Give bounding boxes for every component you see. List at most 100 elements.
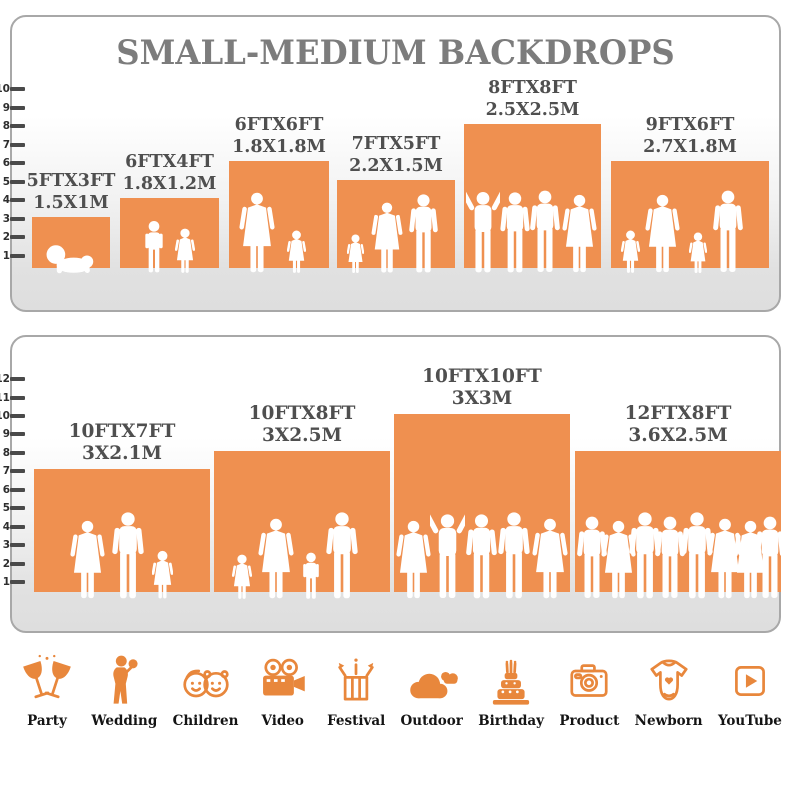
- ruler-number: 7: [2, 139, 10, 151]
- category-label: Children: [172, 713, 239, 729]
- backdrop-bar-7x5: 7FTX5FT 2.2X1.5M: [337, 134, 455, 268]
- youtube-icon: [734, 666, 765, 696]
- bar-label: 9FTX6FT 2.7X1.8M: [643, 115, 737, 157]
- category-party: Party: [18, 652, 76, 729]
- category-label: Party: [27, 713, 67, 729]
- person-silhouette: [302, 552, 320, 600]
- bar-label: 5FTX3FT 1.5X1M: [26, 171, 116, 213]
- person-silhouette: [347, 234, 364, 274]
- ruler-number: 10: [0, 410, 10, 422]
- person-silhouette: [70, 520, 105, 600]
- person-silhouette: [532, 518, 568, 600]
- ruler-number: 4: [2, 194, 10, 206]
- person-silhouette: [755, 516, 785, 600]
- birthday-icon: [493, 659, 530, 705]
- person-silhouette: [239, 192, 275, 274]
- bar-label: 10FTX8FT 3X2.5M: [248, 402, 356, 447]
- person-silhouette: [409, 194, 438, 274]
- category-label: Product: [559, 713, 620, 729]
- baby-silhouette: [44, 243, 98, 275]
- category-video: Video: [254, 652, 312, 729]
- person-silhouette: [500, 192, 530, 274]
- ruler-number: 11: [0, 392, 10, 404]
- ruler-number: 10: [0, 83, 10, 95]
- bar-label: 8FTX8FT 2.5X2.5M: [485, 78, 580, 120]
- bar-label: 6FTX6FT 1.8X1.8M: [232, 115, 326, 157]
- category-label: Newborn: [634, 713, 703, 729]
- backdrop-bar-8x8: 8FTX8FT 2.5X2.5M: [464, 78, 601, 268]
- ruler-tick: [10, 451, 25, 455]
- category-row: Party Wedding: [0, 652, 800, 729]
- outdoor-icon: [409, 671, 458, 699]
- ruler-number: 8: [2, 120, 10, 132]
- person-silhouette: [396, 520, 431, 600]
- video-icon: [262, 658, 305, 696]
- ruler-number: 2: [2, 231, 10, 243]
- ruler-tick: [10, 432, 25, 436]
- ruler-tick: [10, 377, 25, 381]
- ruler-number: 3: [2, 213, 10, 225]
- person-silhouette: [430, 512, 465, 600]
- person-silhouette: [152, 550, 173, 600]
- category-label: Video: [261, 713, 304, 729]
- person-silhouette: [713, 190, 743, 274]
- backdrop-bar-9x6: 9FTX6FT 2.7X1.8M: [611, 115, 769, 268]
- ruler-number: 6: [2, 157, 10, 169]
- person-silhouette: [112, 512, 144, 600]
- bar-label: 10FTX7FT 3X2.1M: [68, 420, 176, 465]
- ruler-number: 12: [0, 373, 10, 385]
- ruler-tick: [10, 217, 25, 221]
- ruler-number: 1: [2, 250, 10, 262]
- bottom-panel: 12 11 10 9 8 7 6 5 4 3 2 1 10FTX7FT 3X2.…: [0, 335, 781, 633]
- ruler-number: 2: [2, 558, 10, 570]
- party-icon: [23, 654, 71, 699]
- category-children: Children: [172, 652, 239, 729]
- category-festival: Festival: [327, 652, 385, 729]
- category-label: Festival: [327, 713, 386, 729]
- bar-label: 6FTX4FT 1.8X1.2M: [122, 152, 217, 194]
- category-label: Wedding: [91, 713, 158, 729]
- ruler-tick: [10, 124, 25, 128]
- newborn-icon: [650, 659, 688, 701]
- ruler-number: 6: [2, 484, 10, 496]
- ruler-tick: [10, 161, 25, 165]
- category-product: Product: [559, 652, 619, 729]
- ruler-tick: [10, 562, 25, 566]
- backdrop-bar-5x3: 5FTX3FT 1.5X1M: [27, 171, 115, 268]
- ruler-tick: [10, 488, 25, 492]
- category-label: Birthday: [478, 713, 544, 729]
- ruler-number: 1: [2, 576, 10, 588]
- ruler-number: 8: [2, 447, 10, 459]
- top-panel: SMALL-MEDIUM BACKDROPS 10 9 8 7 6 5 4 3 …: [0, 15, 781, 312]
- person-silhouette: [621, 230, 640, 274]
- ruler-tick: [10, 469, 25, 473]
- ruler-number: 3: [2, 539, 10, 551]
- category-youtube: YouTube: [718, 652, 782, 729]
- ruler-tick: [10, 235, 25, 239]
- product-icon: [570, 664, 608, 697]
- person-silhouette: [175, 228, 195, 274]
- ruler-tick: [10, 87, 25, 91]
- person-silhouette: [144, 220, 164, 274]
- ruler-number: 9: [2, 102, 10, 114]
- person-silhouette: [287, 230, 306, 274]
- backdrop-bar-6x6: 6FTX6FT 1.8X1.8M: [229, 115, 329, 268]
- ruler-tick: [10, 543, 25, 547]
- bar-label: 7FTX5FT 2.2X1.5M: [349, 134, 443, 176]
- backdrop-bar-10x8: 10FTX8FT 3X2.5M: [214, 403, 390, 592]
- person-silhouette: [689, 232, 707, 274]
- person-silhouette: [498, 512, 530, 600]
- festival-icon: [338, 658, 374, 701]
- backdrop-bar-12x8: 12FTX8FT 3.6X2.5M: [575, 403, 781, 592]
- ruler-tick: [10, 106, 25, 110]
- ruler-tick: [10, 525, 25, 529]
- person-silhouette: [326, 512, 358, 600]
- ruler-tick: [10, 396, 25, 400]
- ruler-tick: [10, 143, 25, 147]
- person-silhouette: [258, 518, 294, 600]
- backdrop-bar-10x10: 10FTX10FT 3X3M: [394, 366, 570, 592]
- category-wedding: Wedding: [91, 652, 157, 729]
- ruler-tick: [10, 414, 25, 418]
- ruler-tick: [10, 580, 25, 584]
- person-silhouette: [645, 194, 680, 274]
